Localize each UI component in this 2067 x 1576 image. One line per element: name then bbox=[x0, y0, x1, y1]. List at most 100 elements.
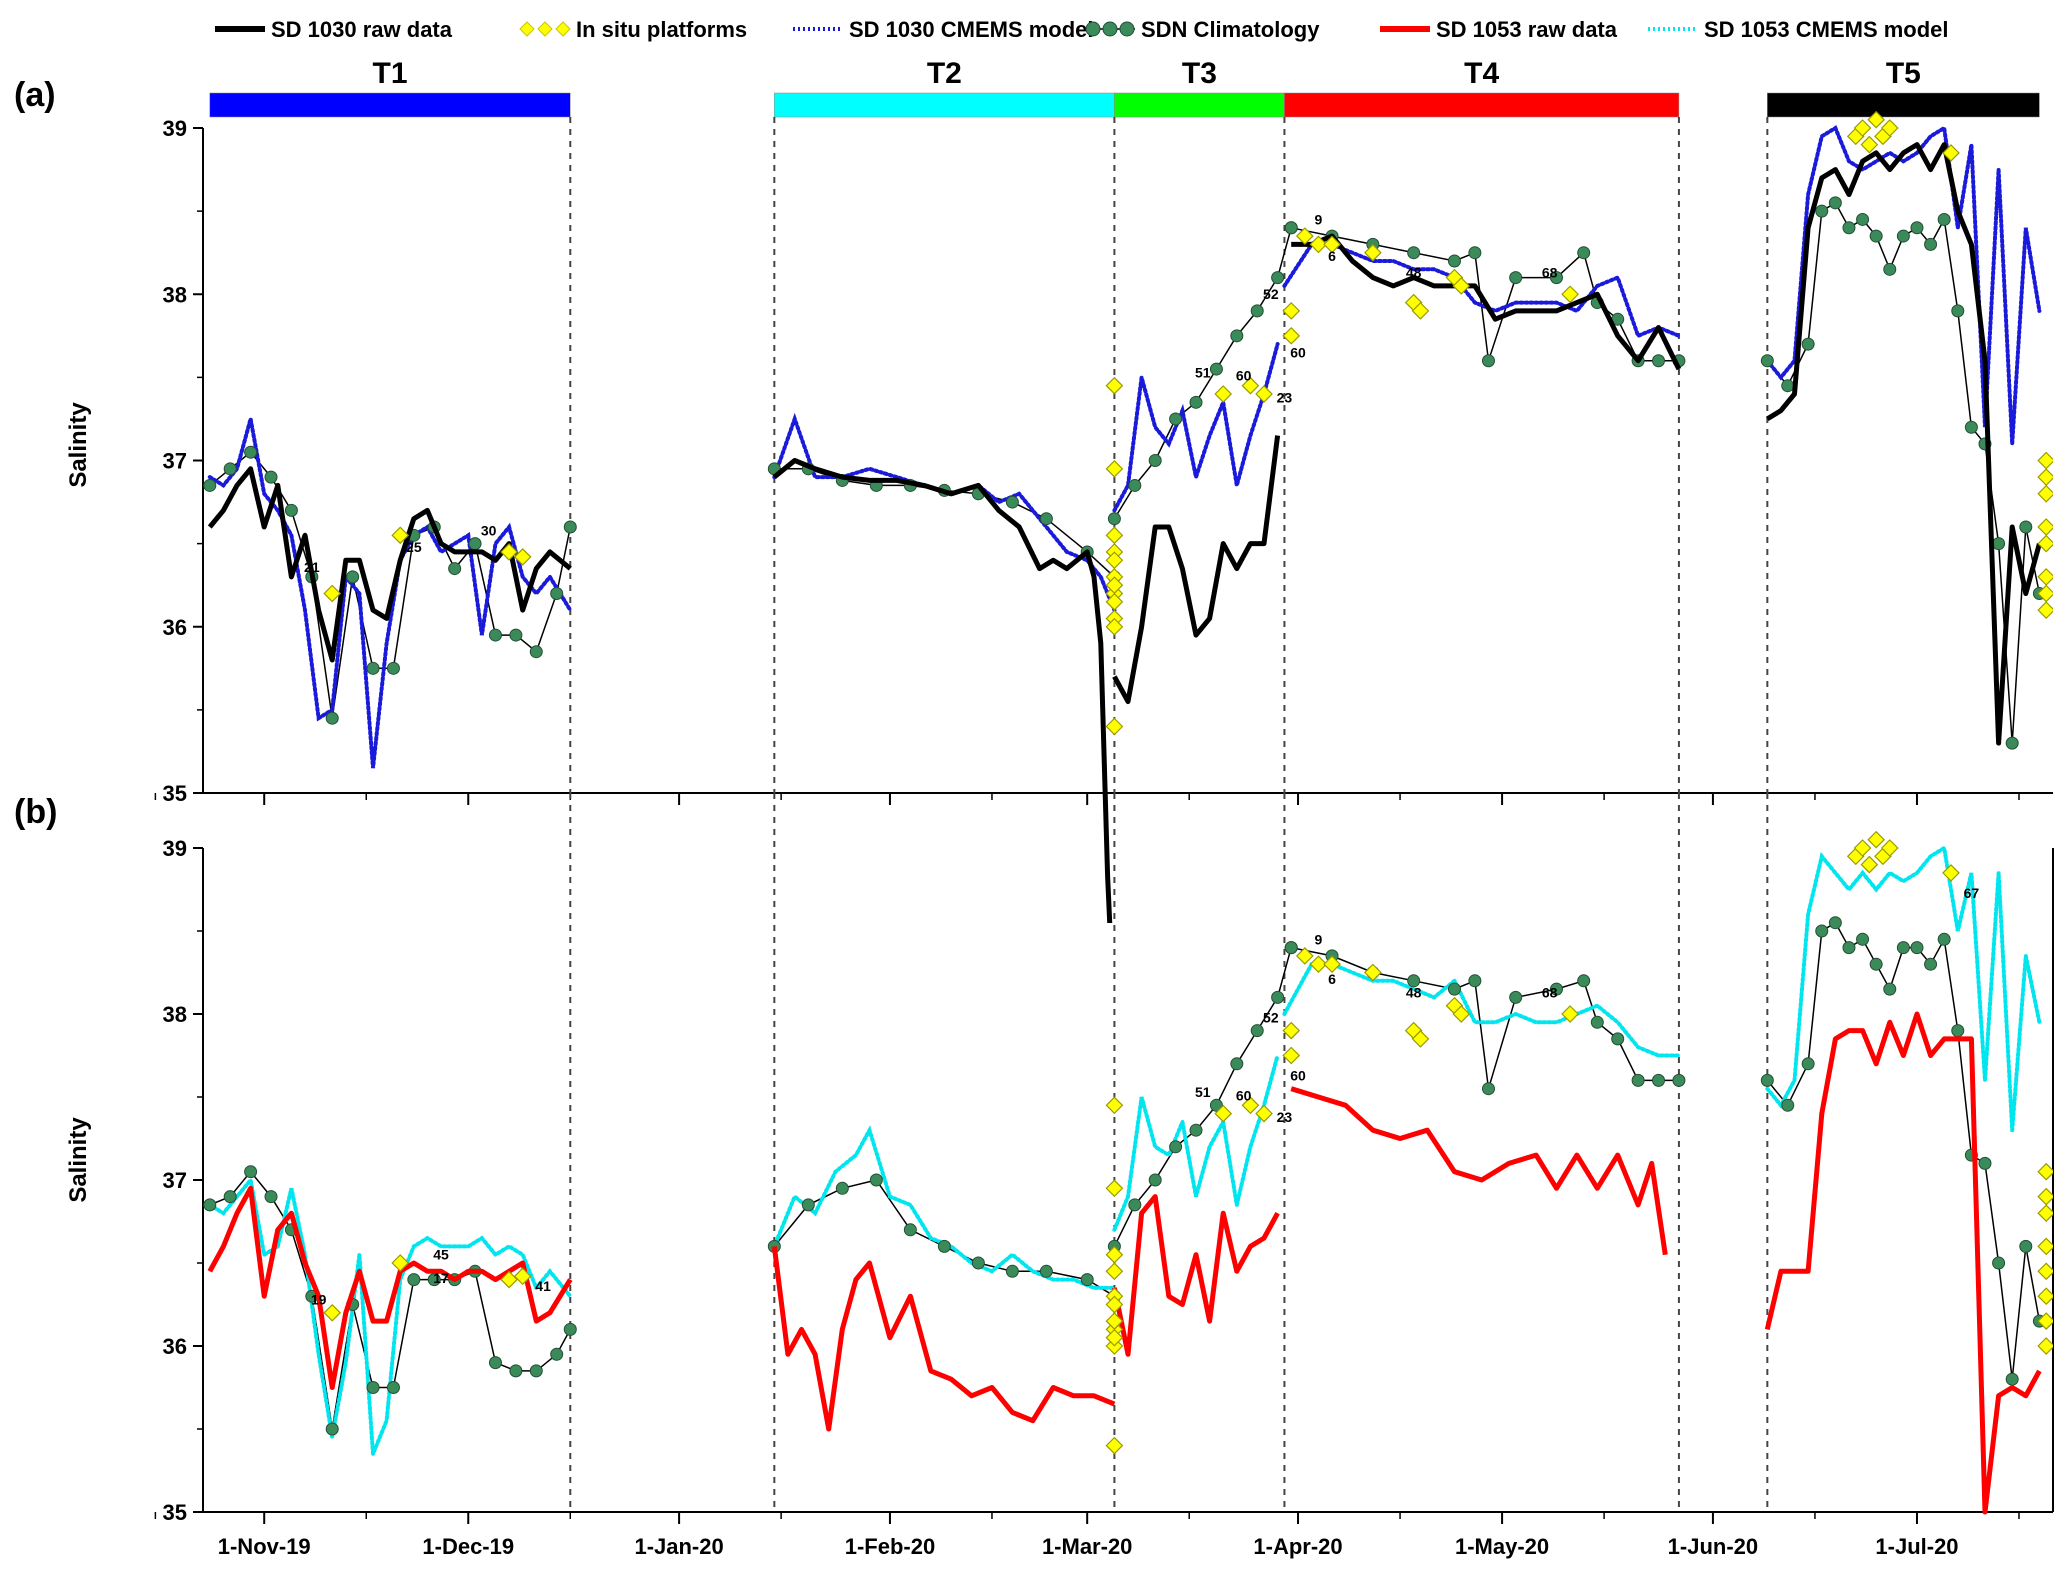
climatology-point bbox=[1869, 957, 1883, 971]
legend-item-6: SD 1053 CMEMS model bbox=[1648, 17, 1949, 42]
climatology-point bbox=[1284, 221, 1298, 235]
climatology-line bbox=[1766, 921, 2041, 1380]
climatology-point bbox=[488, 1356, 502, 1370]
climatology-point bbox=[1005, 1264, 1019, 1278]
climatology-point bbox=[1883, 982, 1897, 996]
climatology-point bbox=[1760, 354, 1774, 368]
transect-bar-t4 bbox=[1284, 92, 1680, 118]
climatology-point bbox=[468, 537, 482, 551]
series-group bbox=[203, 110, 2053, 923]
climatology-point bbox=[386, 1381, 400, 1394]
y-tick-label: 38 bbox=[163, 282, 187, 307]
climatology-point bbox=[1869, 229, 1883, 243]
climatology-point bbox=[1590, 1015, 1604, 1029]
insitu-point bbox=[1942, 864, 1960, 882]
climatology-point bbox=[1481, 354, 1495, 368]
insitu-point bbox=[1105, 1295, 1124, 1314]
climatology-point bbox=[563, 1322, 577, 1336]
panel-b: 35 36 37 38 39 1-Nov-19 1-Dec-19 1-Jan-20 1-Feb-… bbox=[154, 793, 2054, 1559]
climatology-point bbox=[488, 628, 502, 642]
climatology-point bbox=[2005, 1372, 2019, 1386]
insitu-point bbox=[1105, 1096, 1124, 1115]
climatology-point bbox=[1801, 1057, 1815, 1071]
transect-bars: T1 T2 T3 T4 T5 bbox=[209, 57, 2040, 118]
insitu-point bbox=[1255, 385, 1273, 403]
insitu-point bbox=[513, 548, 532, 566]
platform-annotation: 6 bbox=[1328, 971, 1336, 987]
climatology-point bbox=[1842, 941, 1856, 955]
climatology-point bbox=[1107, 512, 1121, 526]
climatology-point bbox=[1230, 1057, 1244, 1071]
climatology-point bbox=[448, 562, 462, 576]
legend-item-3: SD 1030 CMEMS model bbox=[793, 17, 1094, 42]
insitu-point bbox=[1282, 1046, 1301, 1065]
legend-label: SD 1030 CMEMS model bbox=[849, 17, 1094, 42]
platform-annotation: 68 bbox=[1542, 265, 1558, 281]
insitu-point bbox=[2037, 601, 2053, 619]
model-series bbox=[207, 418, 573, 769]
climatology-point bbox=[1447, 254, 1461, 268]
platform-annotation: 30 bbox=[481, 522, 497, 538]
x-tick-label: 1-Feb-20 bbox=[845, 1534, 935, 1559]
climatology-point bbox=[1509, 271, 1523, 285]
y-tick-label: 37 bbox=[163, 449, 187, 474]
platform-annotation: 17 bbox=[433, 1270, 449, 1286]
insitu-point bbox=[1214, 385, 1233, 403]
climatology-point bbox=[1549, 982, 1563, 996]
climatology-point bbox=[203, 478, 217, 492]
insitu-point bbox=[500, 543, 518, 561]
model-series bbox=[1112, 342, 1280, 513]
climatology-point bbox=[1856, 212, 1870, 226]
platform-annotation: 60 bbox=[1290, 344, 1306, 360]
platform-annotation: 51 bbox=[1195, 364, 1211, 380]
climatology-point bbox=[223, 1190, 237, 1204]
model-series bbox=[207, 1175, 573, 1455]
insitu-point bbox=[1105, 1436, 1124, 1455]
climatology-point bbox=[1407, 974, 1421, 988]
climatology-point bbox=[1631, 1073, 1645, 1087]
climatology-point bbox=[1910, 941, 1924, 955]
insitu-point bbox=[1295, 227, 1314, 245]
y-tick-label: 39 bbox=[163, 116, 187, 141]
legend-item-4: SDN Climatology bbox=[1085, 17, 1320, 42]
climatology-point bbox=[1039, 512, 1053, 526]
climatology-point bbox=[1781, 379, 1795, 393]
climatology-point bbox=[1148, 454, 1162, 467]
legend-label: In situ platforms bbox=[576, 17, 747, 42]
climatology-point bbox=[1828, 916, 1842, 930]
y-tick-label: 39 bbox=[163, 836, 187, 861]
insitu-point bbox=[1214, 1104, 1233, 1123]
panel-a: 35 36 37 38 39 21 25 30 9 6 48 68 52 60 51 60 23 bbox=[154, 110, 2053, 923]
platform-annotation: 23 bbox=[1277, 389, 1293, 405]
insitu-point bbox=[1853, 119, 1872, 137]
climatology-point bbox=[244, 1165, 258, 1179]
insitu-point bbox=[1241, 376, 1260, 395]
climatology-line bbox=[1113, 227, 1292, 520]
y-tick-label: 37 bbox=[163, 1168, 187, 1193]
insitu-point bbox=[323, 1303, 342, 1322]
platform-annotation: 60 bbox=[1236, 1087, 1252, 1103]
climatology-point bbox=[1209, 362, 1223, 376]
climatology-point bbox=[1169, 412, 1183, 426]
platform-annotation: 52 bbox=[1263, 286, 1279, 302]
insitu-point bbox=[1411, 302, 1430, 320]
climatology-point bbox=[509, 628, 523, 642]
raw-series bbox=[1111, 1194, 1280, 1357]
insitu-point bbox=[2037, 1287, 2053, 1306]
x-tick-label: 1-Jan-20 bbox=[634, 1534, 723, 1559]
raw-series bbox=[1765, 142, 2042, 746]
insitu-point bbox=[2037, 1187, 2053, 1206]
climatology-point bbox=[1481, 1082, 1495, 1096]
climatology-point bbox=[550, 587, 564, 600]
climatology-point bbox=[2019, 1239, 2033, 1253]
climatology-point bbox=[1468, 246, 1482, 260]
insitu-point bbox=[2037, 1204, 2053, 1223]
insitu-point bbox=[1255, 1104, 1273, 1123]
platform-annotation: 9 bbox=[1315, 211, 1323, 227]
climatology-point bbox=[1577, 974, 1591, 988]
climatology-point bbox=[1271, 271, 1285, 285]
climatology-line bbox=[1766, 201, 2041, 744]
climatology-point bbox=[1611, 1032, 1625, 1046]
insitu-point bbox=[1105, 617, 1124, 636]
